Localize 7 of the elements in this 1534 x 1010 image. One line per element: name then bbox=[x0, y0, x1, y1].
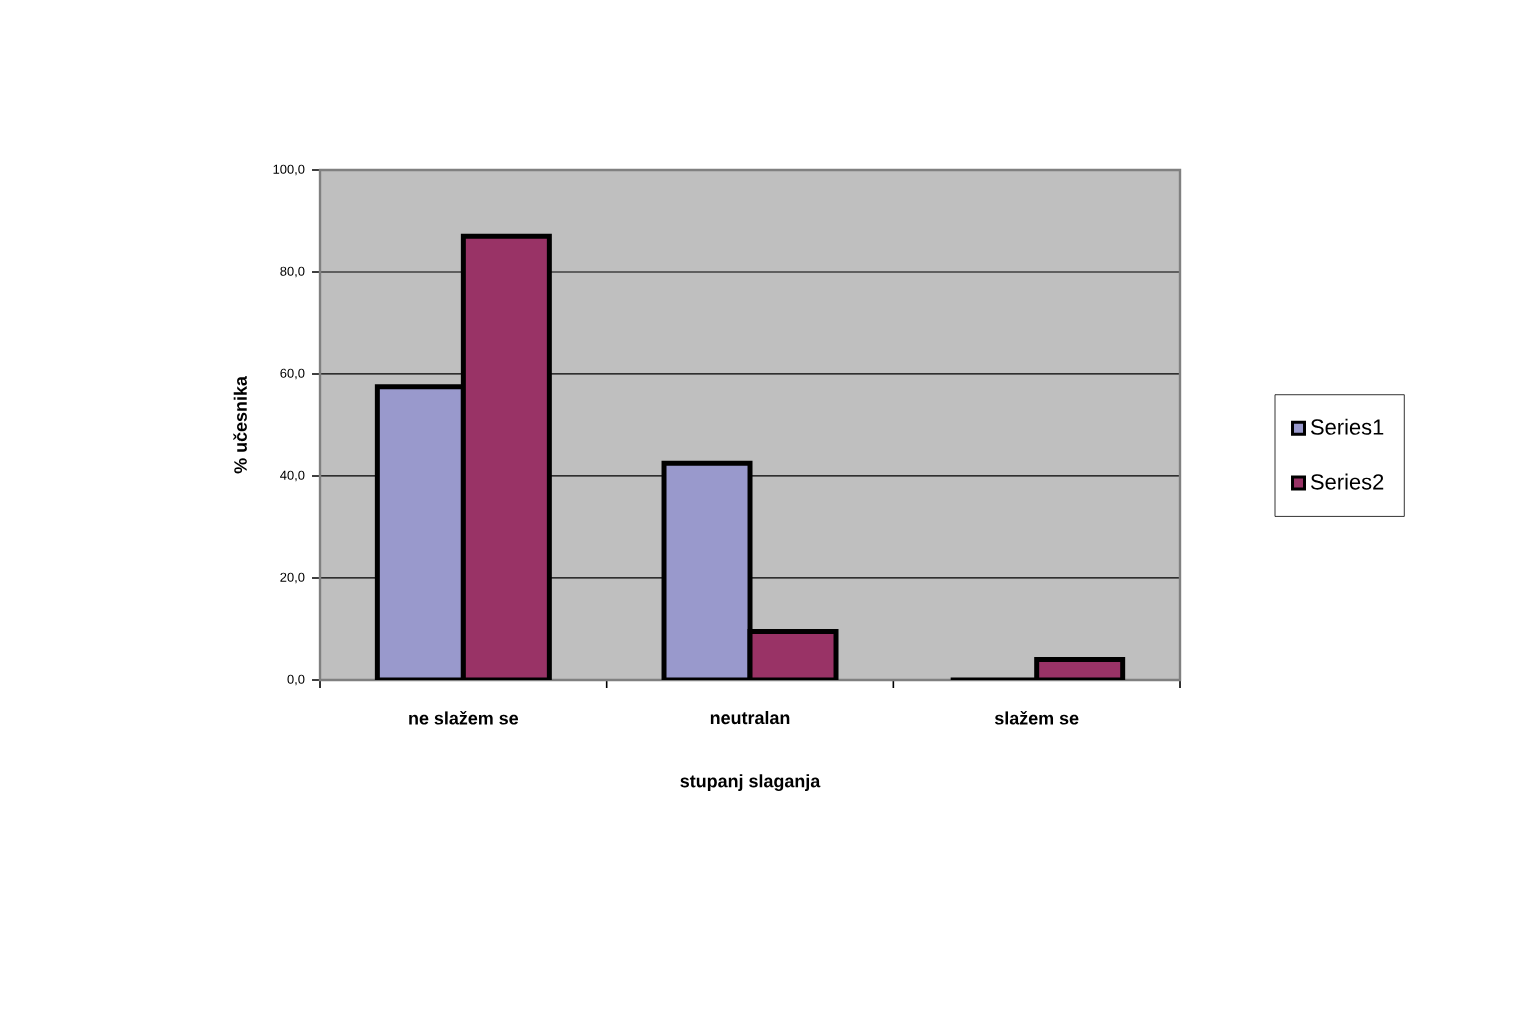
x-tick-label: ne slažem se bbox=[409, 710, 519, 725]
legend-label: Series1 bbox=[1310, 418, 1384, 435]
x-axis-title: stupanj slaganja bbox=[680, 774, 821, 792]
x-tick-label: neutralan bbox=[710, 711, 790, 725]
legend-label: Series2 bbox=[1310, 473, 1384, 490]
y-axis-title: % učesnika bbox=[233, 376, 247, 474]
x-tick-label: slažem se bbox=[994, 710, 1079, 725]
